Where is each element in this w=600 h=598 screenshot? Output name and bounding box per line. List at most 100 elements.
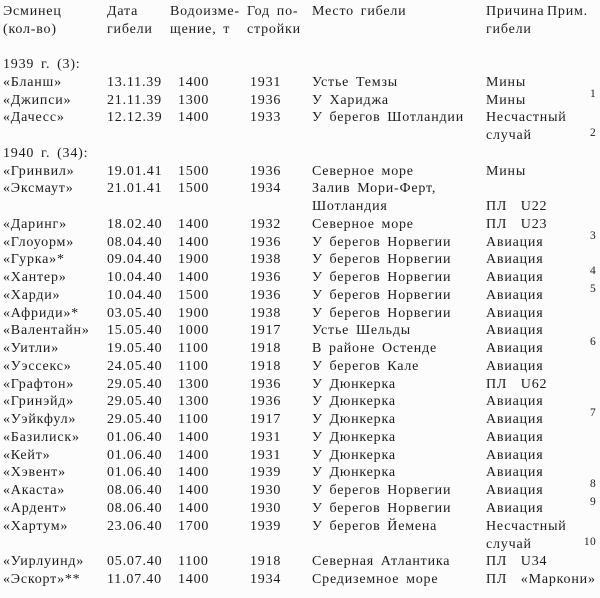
- cell-loss-cause: Авиация: [486, 447, 544, 463]
- cell-loss-place: У берегов Кале: [312, 358, 420, 374]
- cell-year-built: 1931: [250, 74, 282, 90]
- cell-loss-place: У Дюнкерка: [312, 447, 396, 463]
- cell-loss-cause: случай: [486, 536, 532, 552]
- header-displacement: Водоизме-: [170, 4, 240, 19]
- cell-loss-date: 15.05.40: [107, 323, 163, 339]
- cell-ship-name: «Ардент»: [3, 501, 68, 516]
- cell-ship-name: «Гринвил»: [3, 163, 75, 179]
- cell-ship-name: «Бланш»: [3, 74, 62, 90]
- table-row: «Базилиск» 01.06.40 1400 1931 У Дюнкерка Авиа…: [0, 429, 600, 447]
- cell-loss-date: 08.04.40: [107, 234, 163, 250]
- table-row: «Бланш» 13.11.39 1400 1931 Устье Темзы Мины: [0, 74, 600, 92]
- cell-displacement: 1400: [178, 270, 210, 286]
- table-row: «Гринвил» 19.01.41 1500 1936 Северное море Ми…: [0, 163, 600, 181]
- cell-displacement: 1000: [178, 323, 210, 339]
- header-cause: Причина: [486, 4, 545, 19]
- cell-displacement: 1300: [178, 92, 210, 108]
- section-label: 1939 г. (3):: [3, 57, 81, 72]
- cell-displacement: 1400: [178, 572, 210, 588]
- cell-footnote-ref: 10: [583, 535, 596, 548]
- cell-year-built: 1936: [250, 376, 282, 392]
- table-row: «Гринэйд» 29.05.40 1300 1936 У Дюнкерка Авиац…: [0, 393, 600, 411]
- cell-loss-place: Залив Мори-Ферт,: [312, 181, 437, 197]
- cell-displacement: 1400: [178, 465, 210, 481]
- cell-loss-date: 23.06.40: [107, 518, 163, 534]
- cell-year-built: 1939: [250, 518, 282, 534]
- cell-loss-date: 01.06.40: [107, 429, 163, 445]
- cell-loss-cause: Авиация: [486, 429, 544, 445]
- cell-loss-date: 19.05.40: [107, 341, 163, 357]
- cell-loss-place: Шотландия: [312, 199, 388, 215]
- table-row: «Хантер» 10.04.40 1400 1936 У берегов Норвег…: [0, 265, 600, 287]
- table-row: «Эксмаут» 21.01.41 1500 1934 Залив Мори-Ферт…: [0, 180, 600, 198]
- header-year-built-sub: стройки: [247, 21, 301, 37]
- cell-year-built: 1918: [250, 554, 282, 570]
- table-row: «Уирлуинд» 05.07.40 1100 1918 Северная Атлан…: [0, 553, 600, 571]
- cell-loss-place: В районе Остенде: [312, 341, 438, 357]
- cell-displacement: 1400: [178, 447, 210, 463]
- cell-loss-cause: Авиация: [486, 252, 544, 268]
- cell-year-built: 1938: [250, 252, 282, 268]
- cell-loss-place: У Дюнкерка: [312, 376, 396, 392]
- cell-loss-date: 29.05.40: [107, 394, 163, 410]
- cell-loss-date: 29.05.40: [107, 376, 163, 392]
- cell-ship-name: «Уитли»: [3, 341, 60, 357]
- cell-displacement: 1400: [178, 501, 210, 516]
- cell-loss-cause: Авиация: [486, 483, 544, 499]
- cell-loss-cause: Авиация: [486, 234, 544, 250]
- cell-ship-name: «Акаста»: [3, 483, 66, 499]
- cell-ship-name: «Африди»*: [3, 305, 79, 321]
- cell-year-built: 1917: [250, 412, 282, 428]
- header-date: Дата: [107, 4, 139, 19]
- cell-displacement: 1300: [178, 376, 210, 392]
- cell-loss-place: Средиземное море: [312, 572, 439, 588]
- table-row: «Валентайн» 15.05.40 1000 1917 Устье Шельды А…: [0, 322, 600, 340]
- cell-loss-date: 21.11.39: [107, 92, 162, 108]
- cell-displacement: 1100: [178, 554, 209, 570]
- cell-year-built: 1933: [250, 110, 282, 126]
- cell-displacement: 1900: [178, 252, 210, 268]
- cell-loss-cause: Авиация: [486, 501, 544, 516]
- cell-displacement: 1400: [178, 216, 210, 232]
- cell-loss-date: 01.06.40: [107, 447, 163, 463]
- cell-loss-date: 09.04.40: [107, 252, 163, 268]
- cell-loss-cause: Авиация: [486, 270, 544, 286]
- cell-year-built: 1934: [250, 181, 282, 197]
- table-row: «Эскорт»** 11.07.40 1400 1934 Средиземное мо…: [0, 571, 600, 589]
- cell-ship-name: «Базилиск»: [3, 429, 80, 445]
- cell-loss-cause: ПЛ «Маркони»: [486, 572, 596, 588]
- cell-footnote-ref: 1: [589, 87, 596, 100]
- table-header-line1: Эсминец Дата Водоизме- Год по- Место гиб…: [0, 3, 600, 21]
- table-row: «Гурка»* 09.04.40 1900 1938 У берегов Норвег…: [0, 251, 600, 269]
- section-row: 1940 г. (34):: [0, 145, 600, 163]
- cell-ship-name: «Валентайн»: [3, 323, 90, 339]
- header-date-sub: гибели: [107, 21, 153, 37]
- cell-loss-cause: Мины: [486, 74, 527, 90]
- cell-footnote-ref: 7: [589, 407, 596, 420]
- header-ship: Эсминец: [3, 4, 62, 19]
- cell-year-built: 1936: [250, 394, 282, 410]
- cell-ship-name: «Хэвент»: [3, 465, 66, 481]
- table-row: «Хэвент» 01.06.40 1400 1939 У Дюнкерка Авиаци…: [0, 464, 600, 482]
- cell-displacement: 1100: [178, 358, 209, 374]
- table-row: случай 10: [0, 536, 600, 554]
- cell-loss-date: 10.04.40: [107, 270, 163, 286]
- section-row: 1939 г. (3):: [0, 56, 600, 74]
- cell-loss-cause: Несчастный: [486, 518, 567, 534]
- cell-loss-cause: Авиация: [486, 305, 544, 321]
- cell-loss-place: У Дюнкерка: [312, 429, 396, 445]
- cell-loss-date: 10.04.40: [107, 287, 163, 303]
- cell-loss-place: У берегов Норвегии: [312, 234, 452, 250]
- cell-loss-date: 11.07.40: [107, 572, 162, 588]
- cell-year-built: 1936: [250, 92, 282, 108]
- cell-loss-place: У Дюнкерка: [312, 412, 396, 428]
- header-year-built: Год по-: [247, 4, 299, 19]
- cell-loss-date: 08.06.40: [107, 483, 163, 499]
- cell-displacement: 1100: [178, 341, 209, 357]
- cell-loss-place: У берегов Шотландии: [312, 110, 464, 126]
- cell-loss-cause: Авиация: [486, 323, 544, 339]
- header-ship-sub: (кол-во): [3, 21, 57, 37]
- cell-displacement: 1100: [178, 412, 209, 428]
- cell-ship-name: «Даринг»: [3, 216, 67, 232]
- cell-year-built: 1918: [250, 341, 282, 357]
